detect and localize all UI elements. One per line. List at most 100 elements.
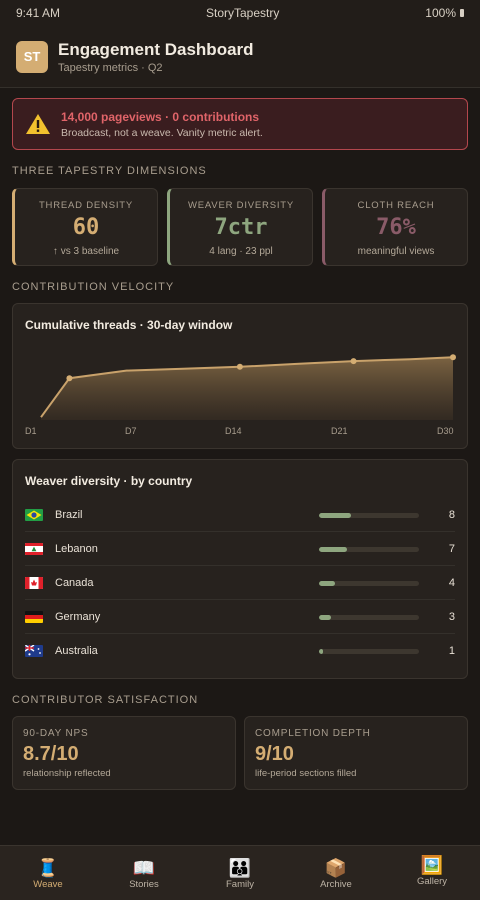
warning-icon <box>26 114 50 134</box>
tab-stories[interactable]: 📖 Stories <box>96 846 192 900</box>
country-count: 8 <box>448 508 455 521</box>
sat-foot: life-period sections filled <box>255 768 357 779</box>
alert-subtitle: Broadcast, not a weave. Vanity metric al… <box>61 126 263 139</box>
page-title: Engagement Dashboard <box>58 39 254 59</box>
brazil-flag-icon <box>25 508 43 521</box>
metric-foot: meaningful views <box>357 246 435 257</box>
sat-card-nps[interactable]: 90-DAY NPS 8.7/10 relationship reflected <box>12 716 236 790</box>
status-bar: 9:41 AM StoryTapestry 100% <box>0 0 480 26</box>
country-count: 7 <box>448 542 455 555</box>
chart-data-point <box>66 375 73 382</box>
tab-label: Gallery <box>416 876 448 887</box>
country-bar-fill <box>319 513 351 518</box>
country-bar-track <box>319 615 419 620</box>
battery-percent: 100% <box>425 6 456 20</box>
tab-archive[interactable]: 📦 Archive <box>288 846 384 900</box>
country-bar-fill <box>319 615 331 620</box>
x-tick-label: D7 <box>125 426 137 436</box>
vanity-metric-alert[interactable]: 14,000 pageviews · 0 contributions Broad… <box>12 98 468 150</box>
section-title-satisfaction: CONTRIBUTOR SATISFACTION <box>12 694 199 706</box>
velocity-chart <box>40 354 456 420</box>
tab-weave[interactable]: 🧵 Weave <box>0 846 96 900</box>
battery-indicator: 100% <box>425 6 464 20</box>
page-subtitle: Tapestry metrics · Q2 <box>58 61 163 74</box>
alert-title: 14,000 pageviews · 0 contributions <box>61 109 260 124</box>
velocity-chart-card: Cumulative threads · 30-day window D1 D7… <box>12 303 468 449</box>
tab-label: Archive <box>320 878 352 890</box>
chart-data-point <box>450 354 456 361</box>
avatar[interactable]: ST <box>16 40 48 73</box>
country-name: Germany <box>55 610 101 623</box>
chart-area-fill <box>41 357 453 420</box>
lebanon-flag-icon <box>25 542 43 555</box>
metric-card-thread-density[interactable]: THREAD DENSITY 60 ↑ vs 3 baseline <box>12 188 158 266</box>
canada-flag-icon <box>25 576 43 589</box>
book-icon: 📖 <box>132 857 156 878</box>
tab-bar: 🧵 Weave 📖 Stories 👪 Family 📦 Archive 🖼️ … <box>0 845 480 900</box>
x-tick-label: D14 <box>225 426 242 436</box>
status-app-name: StoryTapestry <box>205 6 280 20</box>
country-row-germany[interactable]: Germany 3 <box>25 600 455 634</box>
germany-flag-icon <box>25 610 43 623</box>
metric-label: WEAVER DIVERSITY <box>187 200 295 211</box>
country-count: 3 <box>448 610 455 623</box>
sat-label: COMPLETION DEPTH <box>255 728 371 739</box>
australia-flag-icon <box>25 645 43 657</box>
country-bar-track <box>319 649 419 654</box>
country-count: 1 <box>448 645 455 657</box>
picture-frame-icon: 🖼️ <box>420 855 444 875</box>
section-title-dimensions: THREE TAPESTRY DIMENSIONS <box>12 165 207 177</box>
country-bar-fill <box>319 581 335 586</box>
chart-data-point <box>350 358 357 365</box>
sat-value: 8.7/10 <box>23 743 79 765</box>
x-tick-label: D30 <box>437 426 454 436</box>
diversity-title: Weaver diversity · by country <box>25 474 193 488</box>
tab-family[interactable]: 👪 Family <box>192 846 288 900</box>
sat-label: 90-DAY NPS <box>23 728 89 739</box>
metric-card-cloth-reach[interactable]: CLOTH REACH 76% meaningful views <box>322 188 468 266</box>
metric-card-weaver-diversity[interactable]: WEAVER DIVERSITY 7ctr 4 lang · 23 ppl <box>167 188 313 266</box>
metric-value: 60 <box>72 215 100 240</box>
country-bar-fill <box>319 547 347 552</box>
header-text: Engagement Dashboard Tapestry metrics · … <box>58 40 254 74</box>
thread-spool-icon: 🧵 <box>36 857 60 878</box>
chart-data-point <box>236 363 243 370</box>
tab-label: Family <box>226 878 254 890</box>
x-tick-label: D21 <box>331 426 348 436</box>
country-bar-track <box>319 581 419 586</box>
tab-label: Weave <box>33 878 63 890</box>
sat-foot: relationship reflected <box>23 768 111 779</box>
diversity-card: Weaver diversity · by country Brazil 8 L… <box>12 459 468 679</box>
metric-value: 76% <box>376 215 416 240</box>
country-bar-fill <box>319 649 323 654</box>
alert-text: 14,000 pageviews · 0 contributions Broad… <box>61 110 263 139</box>
status-time: 9:41 AM <box>16 6 61 20</box>
country-count: 4 <box>448 576 455 589</box>
metric-foot: 4 lang · 23 ppl <box>209 246 273 257</box>
tab-label: Stories <box>129 878 159 890</box>
country-name: Canada <box>55 576 94 589</box>
country-row-canada[interactable]: Canada 4 <box>25 566 455 600</box>
chart-title: Cumulative threads · 30-day window <box>25 318 233 332</box>
metric-foot: ↑ vs 3 baseline <box>52 246 120 257</box>
x-tick-label: D1 <box>25 426 37 436</box>
country-row-lebanon[interactable]: Lebanon 7 <box>25 532 455 566</box>
country-name: Australia <box>55 645 98 657</box>
country-row-brazil[interactable]: Brazil 8 <box>25 498 455 532</box>
package-icon: 📦 <box>324 857 348 878</box>
metric-value: 7ctr <box>214 215 268 240</box>
section-title-velocity: CONTRIBUTION VELOCITY <box>12 281 175 293</box>
battery-icon <box>460 9 464 17</box>
country-bar-track <box>319 547 419 552</box>
country-name: Brazil <box>55 508 83 521</box>
family-icon: 👪 <box>228 857 252 878</box>
country-bar-track <box>319 513 419 518</box>
sat-value: 9/10 <box>255 743 294 765</box>
app-header: ST Engagement Dashboard Tapestry metrics… <box>0 26 480 88</box>
metric-label: CLOTH REACH <box>357 200 435 211</box>
country-row-australia[interactable]: Australia 1 <box>25 634 455 668</box>
country-name: Lebanon <box>55 542 98 555</box>
sat-card-completion-depth[interactable]: COMPLETION DEPTH 9/10 life-period sectio… <box>244 716 468 790</box>
tab-gallery[interactable]: 🖼️ Gallery <box>384 846 480 900</box>
metric-label: THREAD DENSITY <box>38 200 134 211</box>
